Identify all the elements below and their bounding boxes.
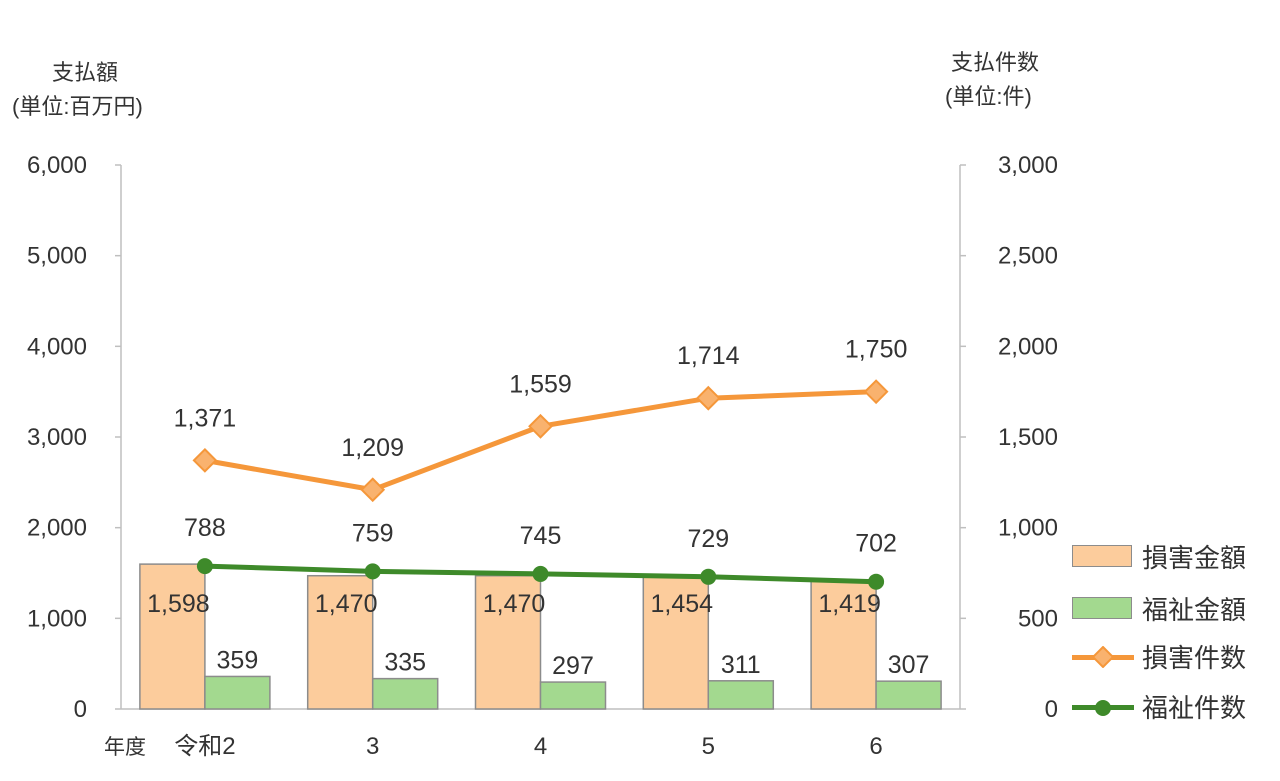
legend-item-damage-count: 損害件数 (1072, 636, 1272, 676)
x-tick-label: 6 (869, 733, 882, 760)
data-label-damage-amount: 1,454 (651, 590, 714, 618)
legend-label-damage-amount: 損害金額 (1142, 543, 1247, 573)
bar-welfare-amount (875, 680, 942, 710)
data-label-welfare-amount: 359 (217, 646, 259, 674)
left-tick-label: 1,000 (27, 605, 87, 632)
x-tick-label: 3 (366, 733, 379, 760)
circle-marker-icon (1095, 700, 1111, 716)
right-axis-title-line-1: 支払件数 (951, 50, 1040, 75)
data-label-welfare-amount: 311 (721, 651, 761, 679)
left-tick-label: 6,000 (27, 152, 87, 179)
bar-welfare-amount (539, 681, 607, 710)
bar-damage-amount (474, 574, 542, 710)
right-axis-title-line-2: (単位:件) (945, 84, 1032, 109)
marker-damage-count (360, 477, 386, 503)
legend-item-welfare-count: 福祉件数 (1072, 686, 1272, 726)
bar-damage-amount (810, 579, 877, 710)
marker-welfare-count (364, 563, 381, 580)
left-axis-title-line-2: (単位:百万円) (12, 94, 143, 119)
left-tick-label: 3,000 (27, 424, 87, 451)
data-label-welfare-count: 759 (352, 519, 394, 547)
data-label-welfare-count: 788 (184, 514, 226, 542)
data-label-damage-count: 1,559 (509, 370, 572, 398)
data-label-damage-amount: 1,598 (147, 590, 210, 618)
left-tick-label: 5,000 (27, 243, 87, 270)
legend-label-welfare-amount: 福祉金額 (1142, 595, 1247, 625)
bar-damage-amount (306, 574, 374, 710)
left-axis-title: 支払額 (単位:百万円) (12, 56, 192, 124)
data-label-welfare-count: 745 (520, 522, 562, 550)
left-axis-title-line-1: 支払額 (52, 60, 119, 85)
bar-welfare-amount (204, 675, 271, 710)
marker-damage-count (863, 379, 889, 405)
data-label-damage-amount: 1,419 (818, 590, 881, 618)
data-label-welfare-amount: 335 (384, 649, 426, 677)
data-label-damage-count: 1,371 (174, 404, 237, 432)
data-label-welfare-amount: 307 (888, 651, 930, 679)
data-label-damage-amount: 1,470 (315, 590, 378, 618)
right-tick-label: 500 (1018, 605, 1058, 632)
marker-welfare-count (532, 565, 549, 582)
left-tick-label: 2,000 (27, 515, 87, 542)
bar-damage-amount (139, 563, 206, 710)
marker-welfare-count (196, 558, 213, 575)
data-label-damage-count: 1,750 (845, 336, 908, 364)
data-label-welfare-count: 702 (855, 530, 897, 558)
right-tick-label: 1,000 (998, 515, 1058, 542)
x-tick-label: 令和2 (174, 733, 235, 760)
bar-welfare-amount (371, 677, 439, 710)
x-tick-label: 5 (702, 733, 715, 760)
legend-swatch-damage-amount (1072, 545, 1132, 567)
left-tick-label: 0 (74, 696, 87, 723)
legend-item-welfare-amount: 福祉金額 (1072, 588, 1272, 628)
bar-welfare-amount (707, 680, 775, 710)
marker-damage-count (528, 413, 553, 439)
marker-damage-count (192, 447, 218, 473)
x-tick-label: 4 (534, 733, 547, 760)
right-tick-label: 0 (1045, 696, 1058, 723)
legend-swatch-welfare-amount (1072, 597, 1132, 619)
data-label-welfare-count: 729 (687, 525, 729, 553)
x-axis-prefix: 年度 (104, 736, 146, 759)
data-label-damage-amount: 1,470 (483, 590, 546, 618)
marker-damage-count (695, 385, 721, 411)
line-damage-count (204, 389, 877, 493)
data-label-damage-count: 1,714 (677, 342, 740, 370)
right-tick-label: 2,500 (998, 243, 1058, 270)
data-label-welfare-amount: 297 (552, 652, 594, 680)
right-axis-title: 支払件数 (単位:件) (945, 46, 1095, 114)
legend-item-damage-amount: 損害金額 (1072, 536, 1272, 576)
left-tick-label: 4,000 (27, 333, 87, 360)
legend-label-damage-count: 損害件数 (1142, 643, 1247, 673)
legend-label-welfare-count: 福祉件数 (1142, 693, 1247, 723)
right-tick-label: 1,500 (998, 424, 1058, 451)
right-tick-label: 2,000 (998, 333, 1058, 360)
data-label-damage-count: 1,209 (341, 434, 404, 462)
right-tick-label: 3,000 (998, 152, 1058, 179)
marker-welfare-count (868, 573, 885, 590)
marker-welfare-count (700, 568, 717, 585)
diamond-marker-icon (1092, 646, 1114, 668)
